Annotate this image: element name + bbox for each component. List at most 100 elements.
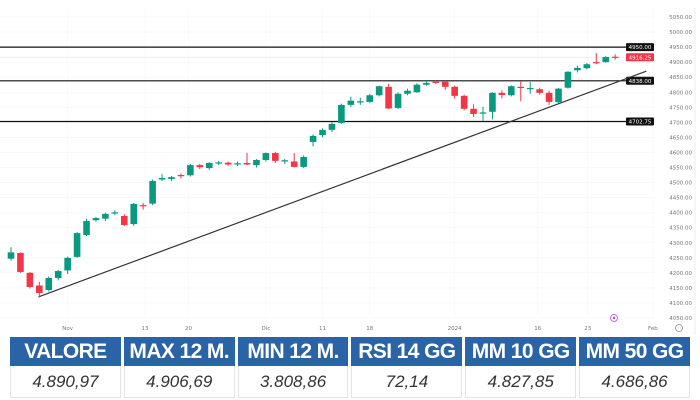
x-tick-label: 16 [534,326,541,332]
candle-up [564,71,572,88]
stat-header: VALORE [10,337,121,366]
candle-up [338,104,345,123]
candle-up [413,84,421,93]
x-tick-label: Feb [648,326,658,332]
candle-up [319,129,326,135]
stat-rsi-14: RSI 14 GG 72,14 [351,337,463,398]
candle-down [517,86,525,89]
level-price-tag [626,76,654,85]
candle-down [17,252,24,272]
candle-down [272,153,279,161]
candle-up [234,163,241,165]
candle-up [508,86,515,96]
stat-header: MIN 12 M. [237,337,349,366]
candle-down [243,162,251,165]
candle-up [394,93,402,108]
candle-up [73,233,81,257]
candle-up [366,95,374,102]
level-price-label: 4838.00 [629,79,652,85]
event-marker-icon[interactable] [610,314,618,322]
stat-mm-10: MM 10 GG 4.827,85 [465,337,577,398]
candle-up [404,90,411,94]
stat-header: MM 10 GG [465,337,577,366]
stat-valore: VALORE 4.890,97 [10,337,121,398]
candle-up [111,212,119,214]
y-tick-label: 4800.00 [669,90,692,96]
candle-up [309,135,317,142]
y-tick-label: 4500.00 [669,181,692,187]
candle-up [168,177,175,179]
candle-down [451,86,458,96]
x-tick-label: 11 [319,326,326,332]
candle-up [347,100,355,105]
y-tick-label: 4600.00 [669,150,692,156]
candle-up [262,153,270,160]
candle-up [300,156,307,167]
stat-value: 4.906,69 [123,366,235,398]
price-axis-panel [655,0,695,335]
y-tick-label: 4550.00 [669,166,692,172]
level-price-tag [626,43,654,52]
candle-down [470,108,477,114]
candle-up [187,165,194,176]
candle-up [356,101,364,103]
candle-up [375,86,383,96]
candlestick-chart[interactable]: 5050.00 5000.00 4950.00 4900.00 4850.00 4800.… [0,0,700,335]
y-tick-label: 4250.00 [669,256,692,262]
stat-header: RSI 14 GG [351,337,463,366]
y-tick-label: 5050.00 [669,15,692,21]
candle-up [45,277,53,291]
x-tick-label: Dic [261,326,270,332]
stat-value: 4.890,97 [10,366,121,398]
candle-up [489,92,496,112]
trendline [38,70,647,298]
y-tick-label: 4200.00 [669,271,692,277]
level-price-label: 4950.00 [629,45,652,51]
y-tick-label: 4300.00 [669,241,692,247]
y-tick-label: 4850.00 [669,75,692,81]
y-tick-label: 4400.00 [669,211,692,217]
x-tick-label: 23 [584,326,591,332]
x-tick-label: Nov [62,326,73,332]
y-tick-label: 4150.00 [669,286,692,292]
candle-down [196,165,204,168]
y-tick-label: 4050.00 [669,316,692,322]
candle-up [130,203,138,225]
candle-down [120,215,128,225]
candle-down [536,89,543,93]
y-tick-label: 4100.00 [669,301,692,307]
candle-up [555,88,562,103]
candle-down [432,81,440,83]
candle-up [102,213,109,219]
y-tick-label: 4450.00 [669,196,692,202]
axis-settings-icon[interactable] [675,324,683,332]
stat-value: 4.686,86 [579,366,690,398]
x-tick-label: 18 [366,326,373,332]
candle-up [149,181,156,204]
last-price-label: 4916.25 [629,55,652,61]
y-tick-label: 4950.00 [669,45,692,51]
candle-down [460,95,468,109]
candle-down [545,92,553,102]
candle-down [36,285,43,294]
candle-down [290,161,298,167]
candle-down [224,162,232,165]
candle-up [7,252,15,259]
candle-up [215,162,222,164]
y-tick-label: 4750.00 [669,105,692,111]
level-price-tag [626,117,654,126]
candle-up [83,221,90,235]
candle-down [26,272,34,287]
candle-up [602,57,610,63]
x-tick-label: 2024 [448,326,462,332]
candle-up [328,123,336,130]
candle-up [64,257,71,271]
candle-up [253,159,260,166]
y-tick-label: 5000.00 [669,30,692,36]
stat-header: MAX 12 M. [123,337,235,366]
stat-value: 3.808,86 [237,366,349,398]
stat-min-12m: MIN 12 M. 3.808,86 [237,337,349,398]
y-tick-label: 4900.00 [669,60,692,66]
last-price-tag [626,53,654,62]
candle-down [611,56,619,58]
